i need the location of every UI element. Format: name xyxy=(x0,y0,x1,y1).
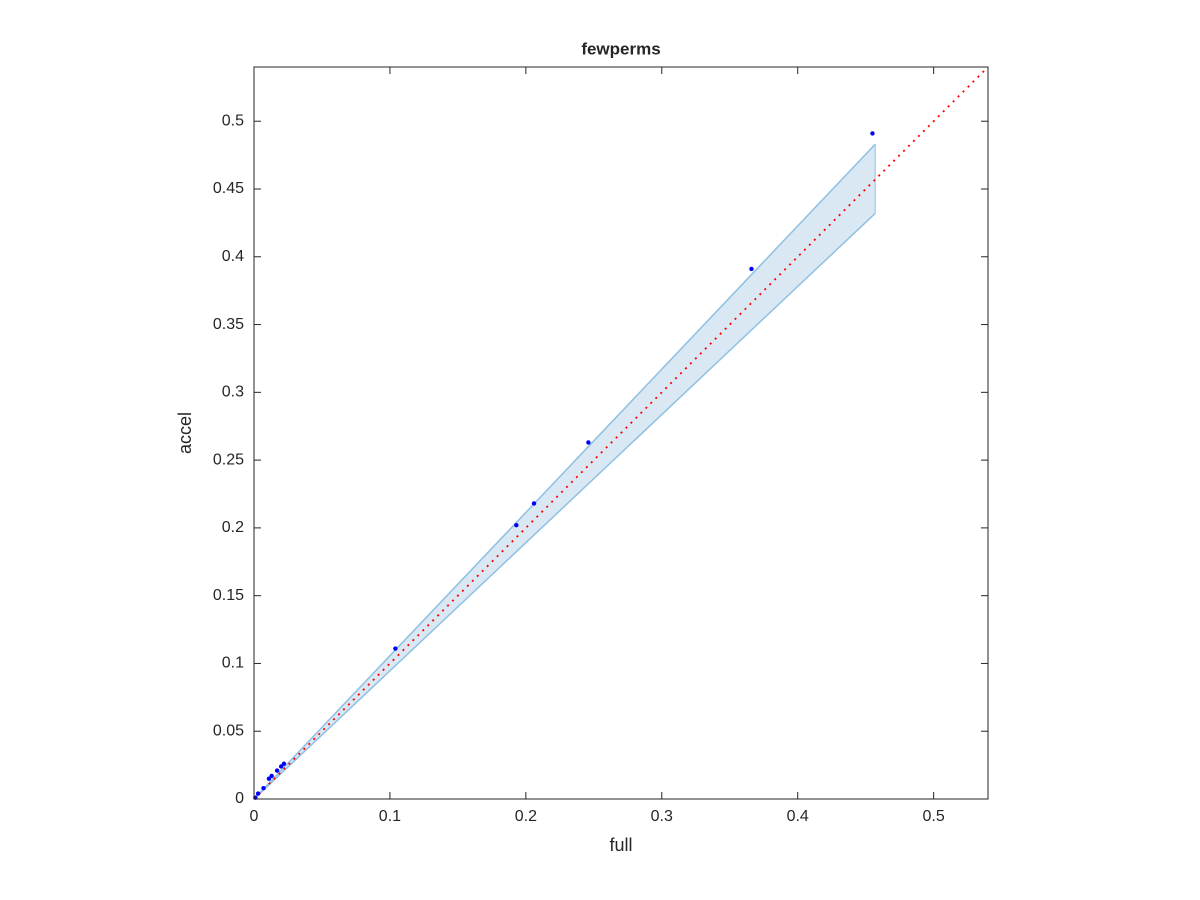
x-tick-label: 0 xyxy=(250,808,259,825)
y-tick-label: 0.05 xyxy=(213,722,244,739)
point xyxy=(586,440,591,445)
x-tick-label: 0.3 xyxy=(651,808,673,825)
point xyxy=(531,501,537,506)
axes-box xyxy=(253,66,989,800)
point xyxy=(870,131,875,136)
y-tick-label: 0.15 xyxy=(213,587,244,604)
y-tick-label: 0.3 xyxy=(222,384,244,401)
point xyxy=(514,522,519,528)
y-tick-label: 0.1 xyxy=(222,655,244,672)
x-tick-label: 0.2 xyxy=(515,808,537,825)
point xyxy=(255,791,261,796)
x-tick-label: 0.5 xyxy=(923,808,945,825)
point xyxy=(749,266,754,272)
point xyxy=(281,761,287,766)
point xyxy=(269,773,274,779)
point xyxy=(266,776,272,781)
y-tick-label: 0.25 xyxy=(213,451,244,468)
point xyxy=(274,768,280,773)
band-lower xyxy=(253,212,876,800)
chart-title: fewperms xyxy=(581,39,660,58)
y-tick-label: 0.45 xyxy=(213,180,244,197)
x-tick-label: 0.1 xyxy=(379,808,401,825)
point xyxy=(261,785,266,791)
y-tick-label: 0.5 xyxy=(222,112,244,129)
x-axis-label: full xyxy=(609,835,632,855)
plot-area xyxy=(253,66,989,800)
x-tick-label: 0.4 xyxy=(787,808,809,825)
y-tick-label: 0.4 xyxy=(222,248,244,265)
point xyxy=(278,764,284,769)
y-tick-label: 0.2 xyxy=(222,519,244,536)
band-upper xyxy=(253,143,876,800)
y-axis-label: accel xyxy=(175,412,195,454)
reference-line xyxy=(253,66,989,800)
y-tick-label: 0 xyxy=(235,790,244,807)
y-tick-label: 0.35 xyxy=(213,316,244,333)
point xyxy=(393,646,398,651)
